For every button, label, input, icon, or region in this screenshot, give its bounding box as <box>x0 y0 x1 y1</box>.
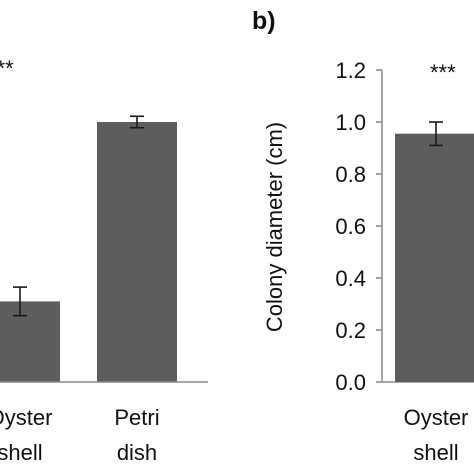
panel-b-label: b) <box>252 7 276 35</box>
panel-a-chart: Oyster shell Petri dish *** <box>0 56 208 465</box>
panel-b-y-axis-label: Colony diameter (cm) <box>262 122 287 332</box>
panel-b-y-tick-marks <box>376 69 382 383</box>
panel-a-error-bars <box>13 115 144 317</box>
panel-b-bars <box>395 133 474 382</box>
b-y-tick-label-4: 0.8 <box>335 162 366 187</box>
panel-b-y-tick-labels: 0.0 0.2 0.4 0.6 0.8 1.0 1.2 <box>335 58 366 395</box>
a-category-label-0-line-1: shell <box>0 440 43 465</box>
b-y-tick-label-2: 0.4 <box>335 266 366 291</box>
b-bar-0 <box>395 133 474 382</box>
b-y-tick-label-6: 1.2 <box>335 58 366 83</box>
panel-a-significance-marker: *** <box>0 56 14 81</box>
b-category-label-0-line-1: shell <box>413 440 458 465</box>
a-bar-1 <box>97 122 177 382</box>
b-y-tick-label-1: 0.2 <box>335 318 366 343</box>
panel-a-bars <box>0 122 177 382</box>
a-category-label-0-line-0: Oyster <box>0 405 52 430</box>
panel-a-category-labels: Oyster shell Petri dish <box>0 405 160 465</box>
panel-b-chart: b) Colony diameter (cm) 0.0 0.2 0.4 0.6 0.8 1… <box>252 7 474 465</box>
b-y-tick-label-0: 0.0 <box>335 370 366 395</box>
panel-b-error-bars <box>429 121 443 147</box>
b-y-tick-label-3: 0.6 <box>335 214 366 239</box>
a-bar-0 <box>0 301 60 382</box>
b-y-tick-label-5: 1.0 <box>335 110 366 135</box>
a-category-label-1-line-0: Petri <box>114 405 159 430</box>
panel-b-category-labels: Oyster shell <box>404 405 469 465</box>
a-category-label-1-line-1: dish <box>117 440 157 465</box>
b-category-label-0-line-0: Oyster <box>404 405 469 430</box>
panel-b-significance-marker: *** <box>430 60 456 85</box>
